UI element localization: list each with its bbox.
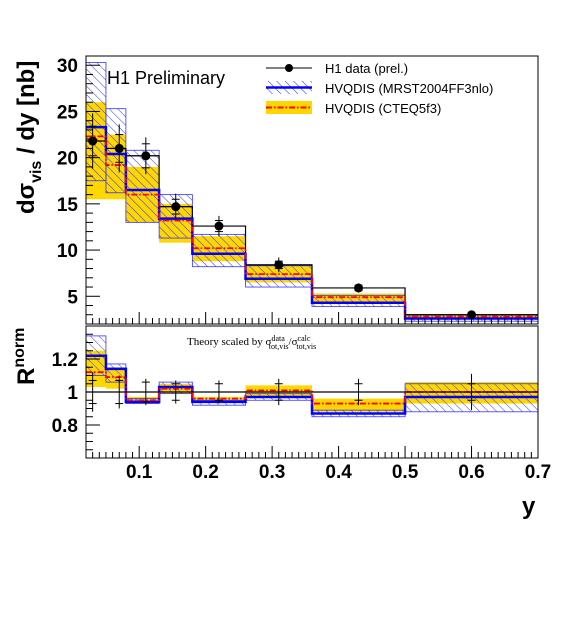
lower-y-tick-label-2: 1.2: [52, 350, 78, 371]
lower-y-tick-label-0: 0.8: [52, 416, 78, 437]
upper-panel: 5 10 15 20 25 30 H1 Preliminary: [57, 55, 539, 325]
lower-y-tick-label-1: 1: [67, 383, 78, 404]
lower-y-ticks: 0.8 1 1.2: [52, 325, 100, 459]
x-tick-label-1: 0.2: [192, 462, 218, 483]
upper-data-point-0: [88, 136, 98, 146]
upper-y-ticks: 5 10 15 20 25 30: [57, 55, 539, 325]
x-axis-title: y: [522, 493, 536, 520]
upper-y-axis-title-sub: vis: [28, 161, 45, 183]
upper-y-tick-label-0: 5: [67, 287, 78, 308]
upper-data-point-4: [214, 221, 224, 231]
lower-x-ticks: 0.1 0.2 0.3 0.4 0.5 0.6 0.7: [85, 446, 551, 483]
theory-scaled-note: Theory scaled by σdata tot,vis/σcalc tot,v…: [187, 334, 316, 351]
upper-mrst-band-2: [125, 149, 160, 223]
lower-mrst-band-1: [105, 363, 127, 383]
upper-y-tick-label-3: 20: [57, 149, 78, 170]
x-tick-label-6: 0.7: [525, 462, 551, 483]
note-prefix: Theory scaled by σ: [187, 336, 271, 348]
lower-cteq-line: [86, 371, 538, 405]
note-sub2: tot,vis: [296, 342, 316, 351]
note-sup1: data: [271, 334, 285, 343]
note-sub1: tot,vis: [269, 342, 289, 351]
x-tick-label-0: 0.1: [126, 462, 153, 483]
legend-label-cteq: HVQDIS (CTEQ5f3): [325, 101, 441, 116]
x-tick-label-5: 0.6: [458, 462, 484, 483]
upper-y-axis-title-rest: / dy [nb]: [13, 61, 40, 161]
note-mid: /σ: [289, 336, 298, 348]
upper-data-point-5: [274, 260, 284, 270]
upper-y-axis-title: dσvis / dy [nb]: [13, 61, 45, 214]
upper-mrst-band-4: [191, 233, 246, 268]
lower-y-axis-title-sup: norm: [11, 328, 28, 368]
upper-cteq-line: [86, 135, 538, 318]
lower-y-axis-title: Rnorm: [11, 328, 40, 385]
h1-preliminary-label: H1 Preliminary: [107, 68, 225, 88]
upper-data-point-1: [114, 143, 124, 153]
legend-label-h1-data: H1 data (prel.): [325, 61, 408, 76]
x-tick-label-3: 0.4: [325, 462, 352, 483]
upper-y-tick-label-1: 10: [57, 241, 78, 262]
x-tick-label-2: 0.3: [259, 462, 285, 483]
legend: H1 data (prel.) HVQDIS (MRST2004FF3nlo) …: [266, 61, 493, 116]
lower-y-axis-title-main: R: [13, 368, 40, 385]
upper-data-point-3: [171, 202, 181, 212]
lower-data-points: [86, 372, 538, 412]
upper-y-tick-label-4: 25: [57, 102, 79, 123]
upper-y-tick-label-5: 30: [57, 56, 78, 77]
upper-data-point-6: [354, 283, 364, 293]
x-tick-label-4: 0.5: [392, 462, 419, 483]
upper-data-point-2: [141, 151, 151, 161]
legend-data-marker: [285, 64, 293, 72]
upper-y-axis-title-main: dσ: [13, 183, 40, 214]
upper-mrst-line: [86, 125, 538, 320]
upper-y-tick-label-2: 15: [57, 195, 79, 216]
legend-label-mrst: HVQDIS (MRST2004FF3nlo): [325, 81, 493, 96]
note-sup2: calc: [298, 334, 311, 343]
lower-panel: 0.8 1 1.2 0.1 0.2 0.3 0.4 0.5 0.6 0.7 Theory sca…: [52, 325, 551, 483]
upper-mrst-band-0: [86, 62, 107, 182]
